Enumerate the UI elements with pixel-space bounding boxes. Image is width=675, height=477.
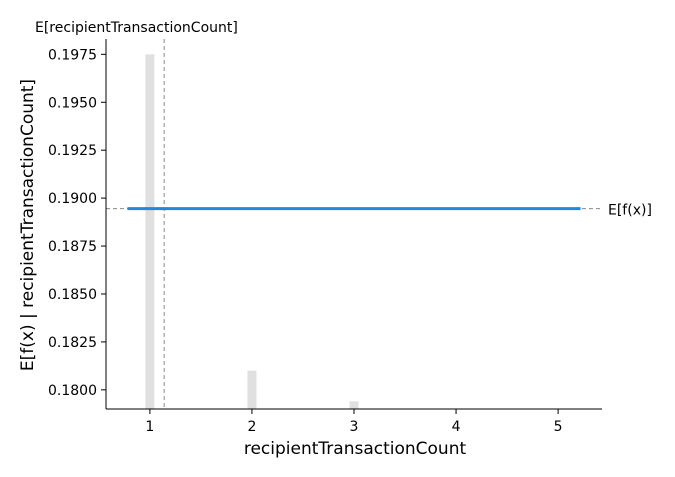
x-axis-ticks: 1 2 3 4 5: [145, 409, 563, 435]
x-tick-label: 3: [350, 419, 359, 435]
histogram-bar-3: [349, 401, 359, 409]
x-tick-label: 1: [145, 419, 154, 435]
x-mean-label: E[recipientTransactionCount]: [35, 20, 238, 36]
x-tick-label: 4: [452, 419, 461, 435]
y-tick-label: 0.1950: [48, 95, 97, 111]
y-tick-label: 0.1850: [48, 287, 97, 303]
x-tick-label: 5: [554, 419, 563, 435]
axes: [105, 39, 602, 410]
y-tick-label: 0.1925: [48, 143, 97, 159]
y-tick-label: 0.1875: [48, 239, 97, 255]
y-mean-label: E[f(x)]: [608, 203, 652, 219]
histogram-bar-1: [145, 54, 155, 409]
y-axis-ticks: 0.1800 0.1825 0.1850 0.1875 0.1900 0.1925 0.19…: [48, 47, 106, 399]
x-tick-label: 2: [247, 419, 256, 435]
reference-lines: [106, 39, 602, 409]
histogram-bars: [145, 54, 359, 409]
y-tick-label: 0.1975: [48, 47, 97, 63]
histogram-bar-2: [247, 370, 257, 409]
y-tick-label: 0.1900: [48, 191, 97, 207]
y-tick-label: 0.1825: [48, 335, 97, 351]
x-axis-label: recipientTransactionCount: [244, 439, 467, 459]
y-tick-label: 0.1800: [48, 383, 97, 399]
y-axis-label: E[f(x) | recipientTransactionCount]: [18, 79, 38, 371]
